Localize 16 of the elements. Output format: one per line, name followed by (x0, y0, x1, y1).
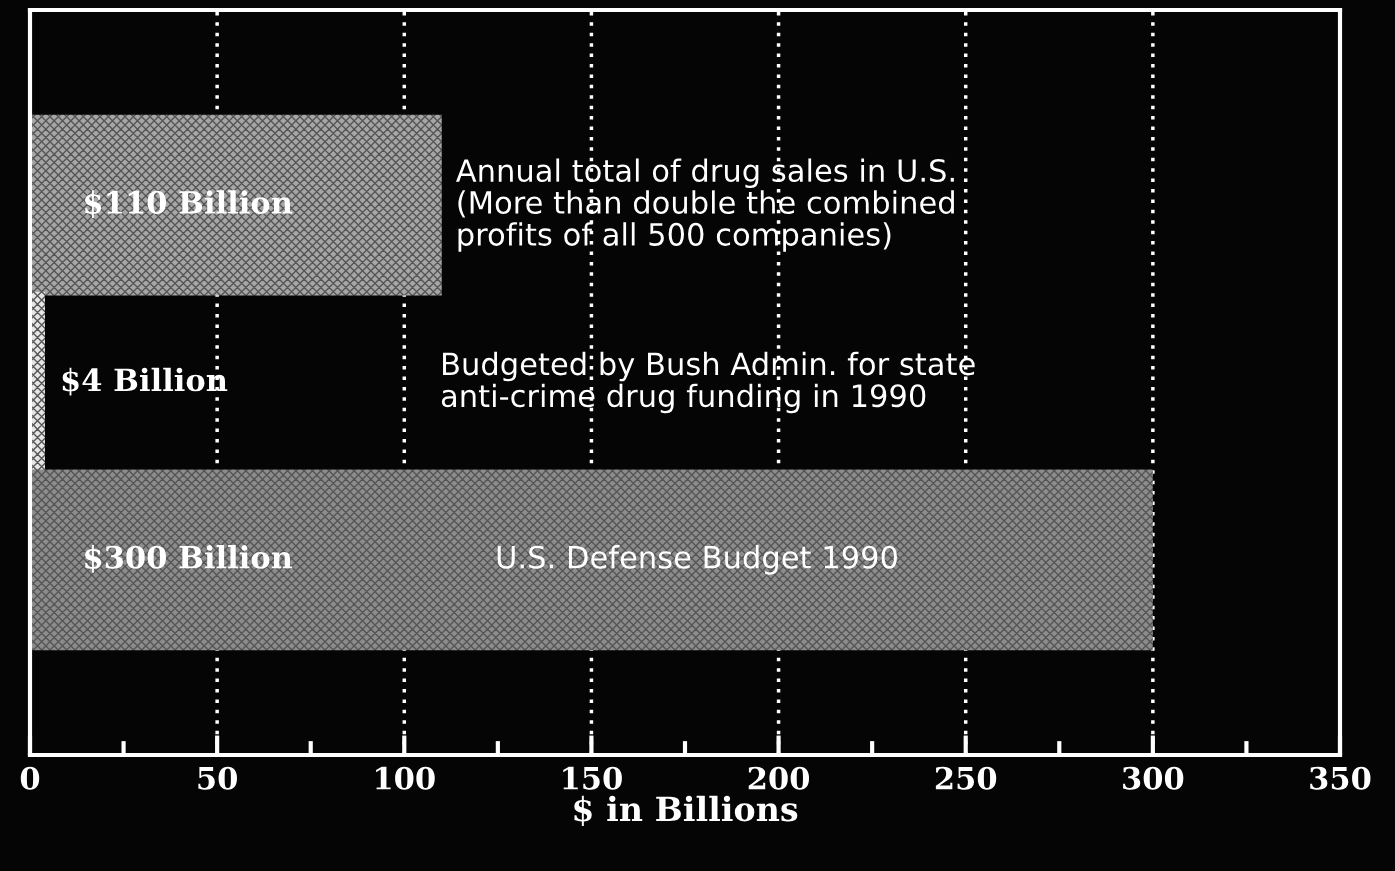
x-tick-label: 0 (20, 766, 40, 790)
annotation: Annual total of drug sales in U.S. (More than double the combined profits of all 500 companies) (455, 158, 954, 252)
annotation: Budgeted by Bush Admin. for state anti-crime drug funding in 1990 (441, 351, 975, 414)
bar (30, 114, 442, 296)
x-tick-label: 150 (563, 766, 622, 790)
x-tick-label: 50 (198, 766, 237, 790)
x-tick-label: 350 (1310, 766, 1371, 790)
annotation: U.S. Defense Budget 1990 (497, 545, 897, 575)
bar (30, 469, 1153, 651)
data-label: $4 Billion (62, 367, 228, 396)
x-tick-label: 300 (1123, 766, 1184, 790)
x-axis-title: $ in Billions (574, 795, 798, 826)
x-tick-label: 100 (376, 766, 435, 790)
x-tick-label: 200 (748, 766, 810, 790)
x-tick-label: 250 (935, 766, 997, 790)
data-label: $300 Billion (85, 545, 293, 573)
